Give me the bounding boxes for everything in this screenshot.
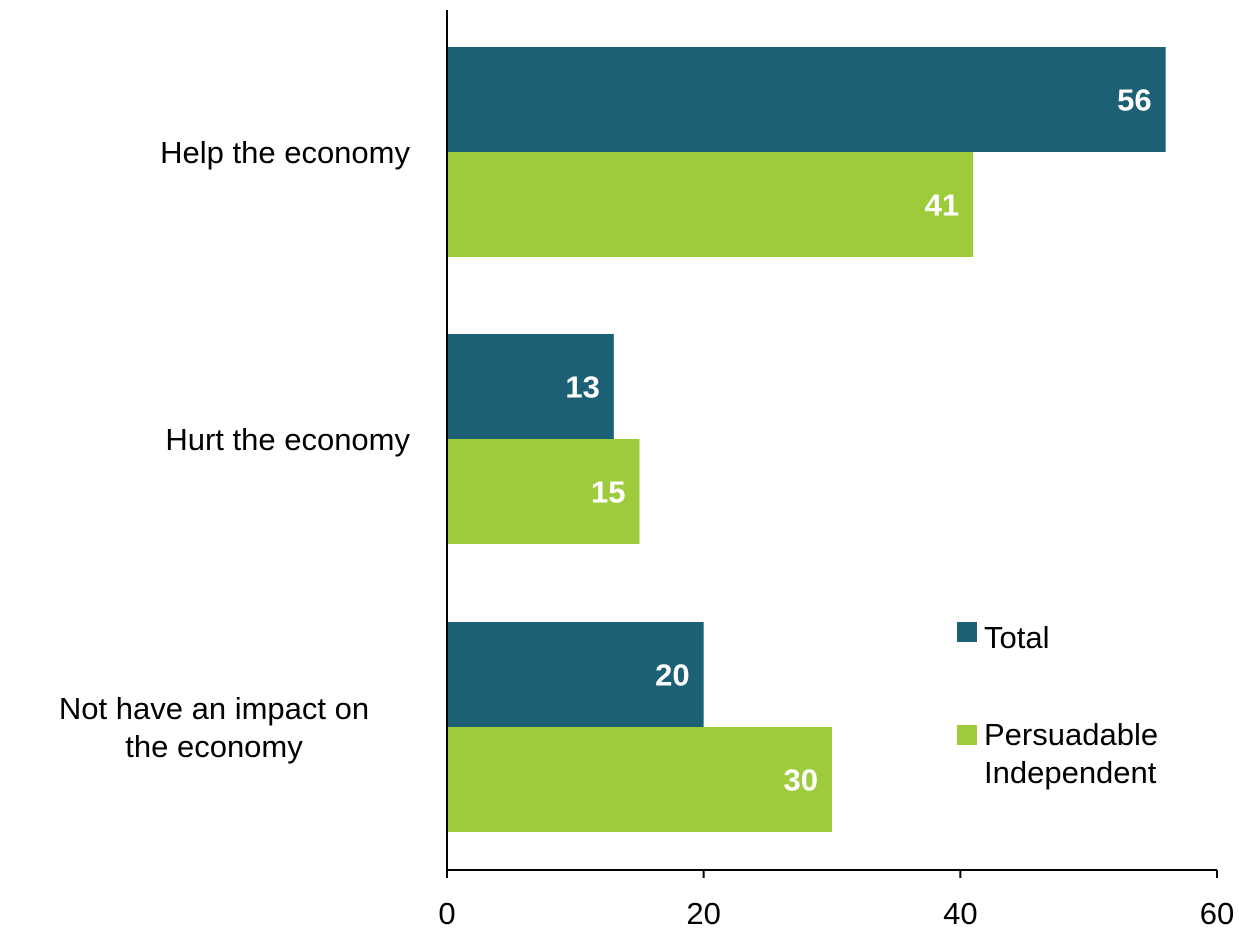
bar-persuadable-independent-help-the-economy <box>447 152 974 257</box>
bar-persuadable-independent-hurt-the-economy <box>447 439 640 544</box>
x-tick-label-0: 0 <box>438 896 455 931</box>
data-label-persuadable-independent-hurt-the-economy: 15 <box>591 475 625 510</box>
value-labels-layer: 56 41 13 15 20 30 <box>565 83 1151 798</box>
bar-persuadable-independent-not-have-an-impact-on-the-economy <box>447 727 832 832</box>
category-label-hurt-the-economy: Hurt the economy <box>165 422 410 457</box>
legend-label-persuadable-independent-line-2: Independent <box>984 755 1157 790</box>
bar-total-help-the-economy <box>447 47 1166 152</box>
x-tick-label-20: 20 <box>686 896 720 931</box>
legend-swatch-persuadable-independent <box>957 725 977 745</box>
tick-labels-layer: 0 20 40 60 <box>438 896 1234 931</box>
data-label-total-help-the-economy: 56 <box>1117 83 1151 118</box>
legend-label-total: Total <box>984 620 1049 655</box>
axes-layer <box>446 10 1218 878</box>
category-label-not-have-an-impact-on-the-economy-line-2: the economy <box>125 729 303 764</box>
data-label-total-not-have-an-impact-on-the-economy: 20 <box>655 658 689 693</box>
x-tick-label-40: 40 <box>943 896 977 931</box>
category-label-help-the-economy: Help the economy <box>160 135 410 170</box>
bars-layer <box>447 47 1166 832</box>
x-tick-label-60: 60 <box>1200 896 1234 931</box>
category-labels-layer: Help the economy Hurt the economy Not have… <box>59 135 411 764</box>
legend-swatch-total <box>957 622 977 642</box>
bar-total-not-have-an-impact-on-the-economy <box>447 622 704 727</box>
category-label-not-have-an-impact-on-the-economy-line-1: Not have an impact on <box>59 691 369 726</box>
bar-total-hurt-the-economy <box>447 334 614 439</box>
legend-label-persuadable-independent-line-1: Persuadable <box>984 717 1158 752</box>
data-label-persuadable-independent-not-have-an-impact-on-the-economy: 30 <box>784 763 818 798</box>
data-label-persuadable-independent-help-the-economy: 41 <box>925 188 959 223</box>
data-label-total-hurt-the-economy: 13 <box>565 370 599 405</box>
